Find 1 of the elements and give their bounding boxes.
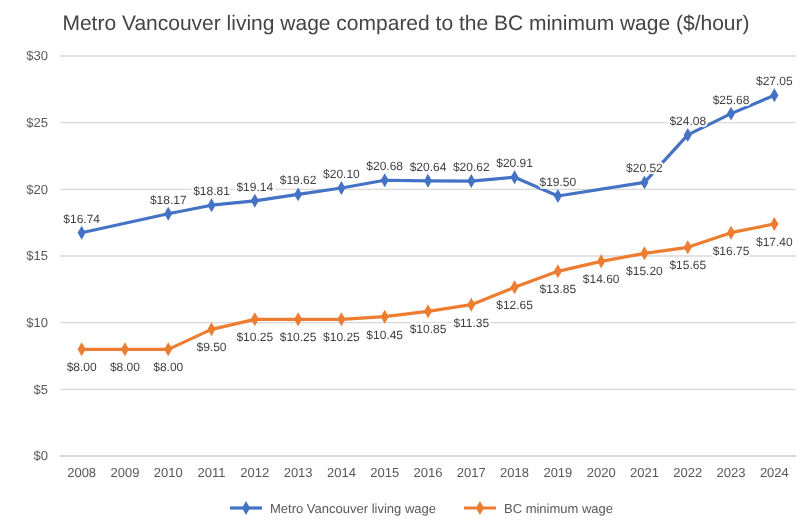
chart-title: Metro Vancouver living wage compared to the BC minimum wage ($/hour) — [62, 12, 750, 36]
